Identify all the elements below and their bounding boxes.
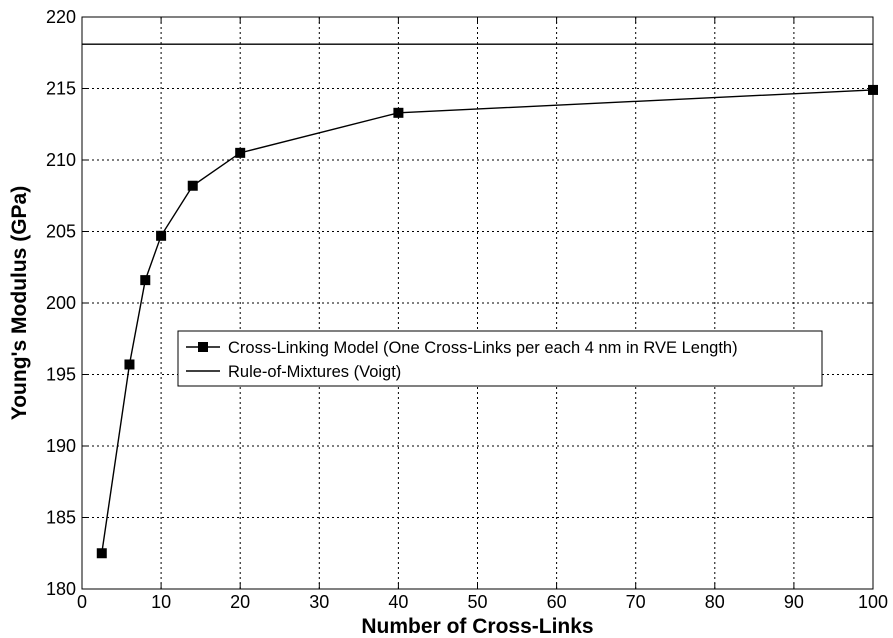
x-tick-label: 100 — [858, 592, 888, 612]
y-tick-label: 195 — [46, 365, 76, 385]
data-point-marker — [235, 147, 246, 158]
y-tick-label: 205 — [46, 222, 76, 242]
x-tick-label: 90 — [784, 592, 804, 612]
data-point-marker — [124, 359, 135, 370]
y-tick-label: 210 — [46, 150, 76, 170]
data-point-marker — [96, 548, 107, 559]
data-point-marker — [393, 107, 404, 118]
data-point-marker — [156, 230, 167, 241]
series-1 — [96, 84, 878, 559]
y-tick-label: 180 — [46, 579, 76, 599]
series-line — [101, 89, 874, 554]
legend-box — [177, 330, 823, 387]
axis-ticks — [81, 16, 874, 590]
data-point-marker — [140, 275, 151, 286]
data-series — [82, 43, 878, 559]
y-tick-label: 200 — [46, 293, 76, 313]
legend-marker-sample — [198, 342, 208, 352]
x-tick-label: 30 — [309, 592, 329, 612]
legend-label: Cross-Linking Model (One Cross-Links per… — [228, 339, 738, 357]
y-axis-tick-labels: 180 185 190 195 200 205 210 215 220 — [46, 7, 76, 599]
x-tick-label: 50 — [467, 592, 487, 612]
legend-entry: Rule-of-Mixtures (Voigt) — [186, 363, 401, 381]
legend-entry: Cross-Linking Model (One Cross-Links per… — [186, 339, 738, 357]
x-axis-tick-labels: 0 10 20 30 40 50 60 70 80 90 100 — [77, 592, 888, 612]
x-tick-label: 80 — [705, 592, 725, 612]
legend-entries: Cross-Linking Model (One Cross-Links per… — [186, 339, 738, 381]
data-point-marker — [187, 180, 198, 191]
x-tick-label: 40 — [388, 592, 408, 612]
x-axis-title: Number of Cross-Links — [361, 615, 593, 638]
y-tick-label: 220 — [46, 7, 76, 27]
x-tick-label: 70 — [626, 592, 646, 612]
y-tick-label: 185 — [46, 508, 76, 528]
x-tick-label: 10 — [151, 592, 171, 612]
y-axis-title: Young's Modulus (GPa) — [8, 186, 31, 420]
x-tick-label: 0 — [77, 592, 87, 612]
y-tick-label: 190 — [46, 436, 76, 456]
x-tick-label: 20 — [230, 592, 250, 612]
legend: Cross-Linking Model (One Cross-Links per… — [177, 330, 823, 387]
x-tick-label: 60 — [547, 592, 567, 612]
y-tick-label: 215 — [46, 79, 76, 99]
data-point-marker — [868, 84, 878, 95]
legend-label: Rule-of-Mixtures (Voigt) — [228, 363, 401, 381]
